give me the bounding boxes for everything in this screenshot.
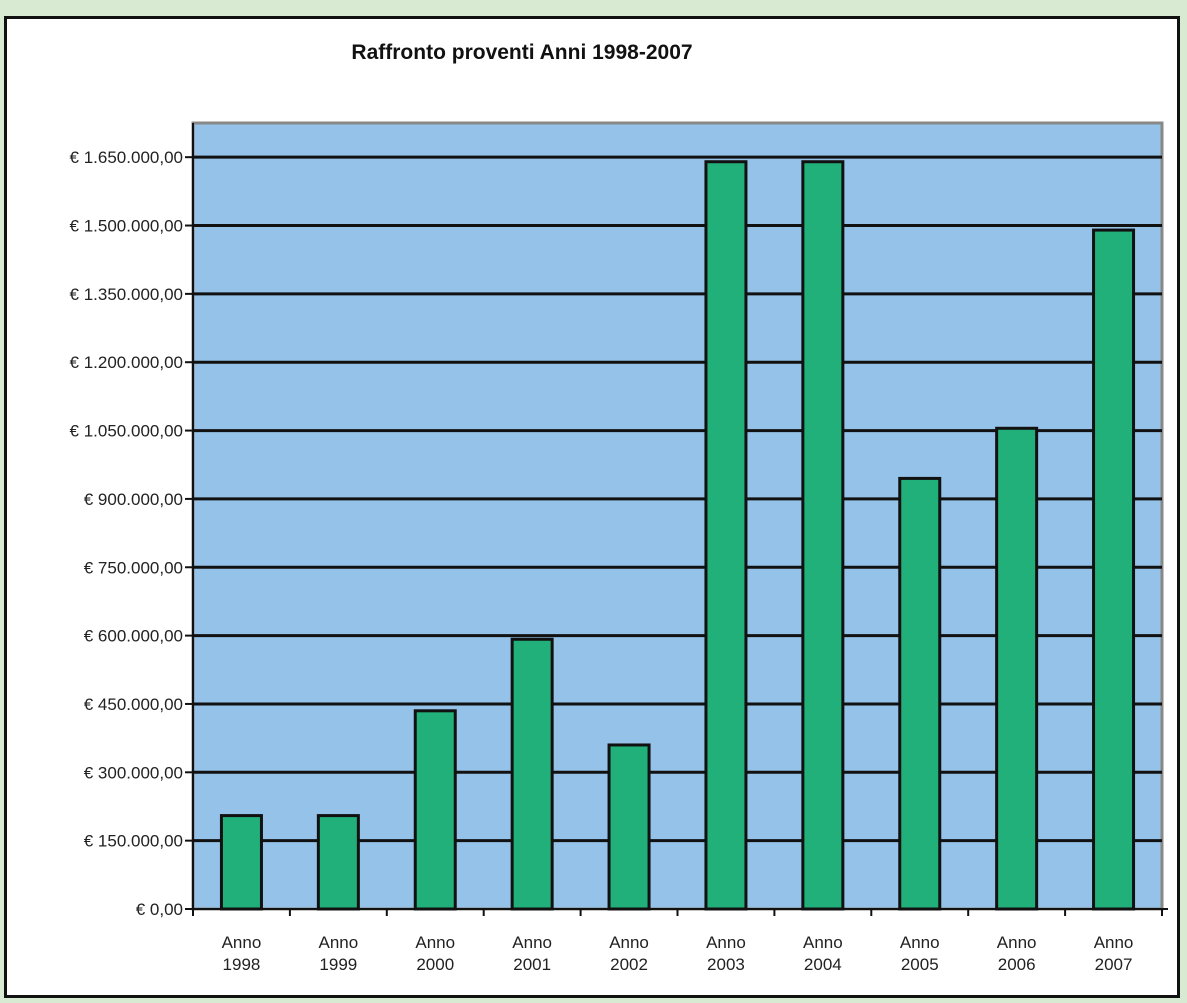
chart-title: Raffronto proventi Anni 1998-2007 (351, 41, 692, 64)
x-tick-label: Anno 2000 (415, 933, 455, 974)
x-tick-label: Anno 2005 (900, 933, 940, 974)
x-axis-labels: Anno 1998 Anno 1999 Anno 2000 Anno 2001 Anno 2002… (222, 933, 1134, 974)
bar-Anno-2002 (607, 743, 651, 911)
x-tick-label: Anno 2001 (512, 933, 552, 974)
y-tick-label: € 0,00 (136, 900, 183, 919)
bar-Anno-2005 (898, 476, 942, 911)
x-tick-label: Anno 2002 (609, 933, 649, 974)
bar-Anno-1998 (219, 814, 263, 911)
bars (219, 160, 1136, 911)
y-axis-ticks: € 0,00 € 150.000,00 € 300.000,00 € 450.000,… (70, 148, 193, 919)
bar-Anno-2004 (801, 160, 845, 911)
x-tick-label: Anno 1998 (222, 933, 262, 974)
y-tick-label: € 1.200.000,00 (70, 353, 183, 372)
bar-Anno-2003 (704, 160, 748, 911)
y-tick-label: € 300.000,00 (84, 763, 183, 782)
x-tick-label: Anno 2006 (997, 933, 1037, 974)
bar-Anno-2000 (413, 709, 457, 911)
bar-Anno-1999 (316, 814, 360, 911)
chart-canvas: Raffronto proventi Anni 1998-2007 € 0,00… (70, 41, 1168, 974)
y-tick-label: € 1.650.000,00 (70, 148, 183, 167)
x-tick-label: Anno 1999 (318, 933, 358, 974)
y-tick-label: € 1.350.000,00 (70, 285, 183, 304)
x-tick-label: Anno 2007 (1094, 933, 1134, 974)
y-tick-label: € 150.000,00 (84, 832, 183, 851)
axes (192, 123, 1168, 916)
bar-Anno-2006 (995, 426, 1039, 911)
x-tick-label: Anno 2004 (803, 933, 843, 974)
y-tick-label: € 600.000,00 (84, 627, 183, 646)
y-tick-label: € 450.000,00 (84, 695, 183, 714)
y-tick-label: € 1.050.000,00 (70, 422, 183, 441)
y-tick-label: € 900.000,00 (84, 490, 183, 509)
y-tick-label: € 1.500.000,00 (70, 217, 183, 236)
x-tick-label: Anno 2003 (706, 933, 746, 974)
y-tick-label: € 750.000,00 (84, 558, 183, 577)
chart-frame: Raffronto proventi Anni 1998-2007 € 0,00… (4, 16, 1180, 998)
bar-Anno-2001 (510, 637, 554, 911)
bar-Anno-2007 (1092, 228, 1136, 911)
